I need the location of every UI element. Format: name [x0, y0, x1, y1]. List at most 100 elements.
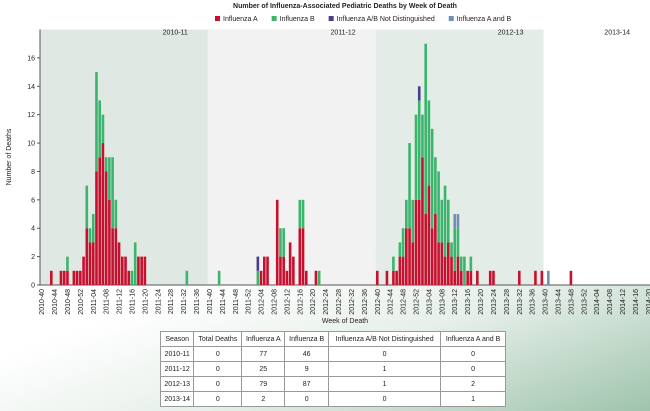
- table-cell: 0: [193, 391, 243, 407]
- bar-segment: [66, 256, 69, 271]
- x-tick-label: 2010-40: [39, 289, 46, 315]
- bar-segment: [301, 228, 305, 285]
- bar-segment: [385, 270, 389, 285]
- bar-segment: [104, 157, 108, 172]
- bar-segment: [75, 270, 79, 285]
- table-cell: 2010-11: [159, 346, 195, 362]
- table-cell: 0: [284, 391, 329, 407]
- bar-segment: [427, 100, 431, 186]
- x-tick-label: 2012-48: [401, 289, 408, 315]
- data-table: Season Total Deaths Influenza A Influenza B…: [159, 331, 506, 407]
- season-band: [543, 29, 650, 285]
- x-tick-label: 2011-20: [142, 289, 149, 314]
- bar-segment: [443, 256, 447, 285]
- x-tick-label: 2010-48: [65, 289, 72, 315]
- table-cell: 79: [241, 376, 286, 392]
- x-tick-label: 2011-32: [181, 289, 188, 314]
- x-tick-label: 2012-44: [388, 289, 395, 315]
- x-tick-label: 2012-32: [349, 289, 356, 315]
- x-tick-label: 2011-08: [104, 289, 111, 314]
- x-tick-label: 2012-52: [414, 289, 421, 315]
- bar-segment: [414, 114, 418, 200]
- y-tick-label: 16: [27, 55, 35, 62]
- table-cell: 0: [327, 391, 442, 407]
- legend-label: Influenza B: [280, 16, 315, 23]
- table-cell: 0: [193, 346, 243, 362]
- bar-segment: [446, 242, 450, 285]
- column-header: Influenza A: [241, 331, 286, 347]
- bar-segment: [540, 270, 544, 285]
- x-tick-label: 2012-04: [259, 289, 266, 315]
- bar-segment: [108, 157, 111, 200]
- x-tick-label: 2012-28: [336, 289, 343, 315]
- x-tick-label: 2011-12: [117, 289, 124, 314]
- x-tick-label: 2013-28: [504, 289, 511, 315]
- x-tick-label: 2013-08: [439, 289, 446, 315]
- table-cell: 0: [327, 346, 442, 362]
- bar-segment: [440, 199, 444, 243]
- x-tick-label: 2011-24: [155, 289, 162, 314]
- bar-segment: [282, 256, 285, 285]
- table-cell: 1: [327, 376, 442, 392]
- bar-segment: [275, 199, 279, 285]
- bar-segment: [127, 270, 131, 285]
- bar-segment: [517, 270, 521, 285]
- bar-segment: [427, 185, 431, 285]
- table-cell: 46: [284, 346, 329, 362]
- bar-segment: [398, 256, 402, 285]
- y-tick-label: 4: [31, 226, 35, 233]
- chart: Number of Influenza-Associated Pediatric…: [6, 3, 650, 325]
- bar-segment: [117, 242, 121, 285]
- bar-segment: [114, 228, 118, 285]
- y-tick-label: 6: [31, 197, 35, 204]
- x-tick-label: 2013-12: [452, 289, 459, 315]
- bar-segment: [95, 171, 98, 285]
- x-tick-label: 2012-20: [310, 289, 317, 315]
- bar-segment: [463, 256, 466, 285]
- x-tick-label: 2012-08: [271, 289, 278, 315]
- bar-segment: [301, 199, 305, 229]
- bar-segment: [114, 199, 118, 229]
- bar-segment: [292, 256, 295, 285]
- x-tick-label: 2013-44: [556, 289, 563, 315]
- bar-segment: [398, 242, 402, 257]
- bar-segment: [405, 199, 408, 229]
- bar-segment: [66, 270, 69, 285]
- x-tick-label: 2012-12: [284, 289, 291, 315]
- bar-segment: [414, 199, 418, 285]
- bar-segment: [279, 256, 282, 285]
- x-axis-label: Week of Death: [322, 318, 368, 325]
- bar-segment: [424, 214, 427, 285]
- bar-segment: [104, 171, 108, 285]
- bar-segment: [185, 270, 189, 285]
- season-label: 2012-13: [498, 30, 524, 37]
- table-cell: 2: [241, 391, 286, 407]
- y-tick-label: 14: [27, 84, 35, 91]
- header-row: Season Total Deaths Influenza A Influenza B…: [159, 331, 506, 347]
- x-tick-label: 2011-44: [220, 289, 227, 314]
- bar-segment: [49, 270, 53, 285]
- bar-segment: [285, 270, 289, 285]
- bar-segment: [437, 242, 440, 285]
- bar-segment: [443, 185, 447, 257]
- bar-segment: [59, 270, 63, 285]
- bar-segment: [95, 72, 98, 172]
- column-header: Influenza B: [284, 331, 329, 347]
- bar-segment: [124, 256, 127, 285]
- column-header: Influenza A and B: [440, 331, 506, 347]
- bar-segment: [392, 270, 395, 285]
- bar-segment: [456, 256, 460, 285]
- bar-segment: [111, 157, 114, 229]
- bar-segment: [375, 270, 379, 285]
- bar-segment: [217, 270, 221, 285]
- bar-segment: [534, 270, 537, 285]
- bar-segment: [266, 256, 269, 285]
- x-tick-label: 2012-24: [323, 289, 330, 315]
- bar-segment: [140, 256, 143, 285]
- season-label: 2013-14: [604, 30, 630, 37]
- bar-segment: [408, 228, 411, 285]
- bar-segment: [256, 270, 260, 285]
- bar-segment: [547, 270, 550, 285]
- bar-segment: [263, 256, 266, 285]
- table-row: 2010-11 0 77 46 0 0: [159, 346, 506, 362]
